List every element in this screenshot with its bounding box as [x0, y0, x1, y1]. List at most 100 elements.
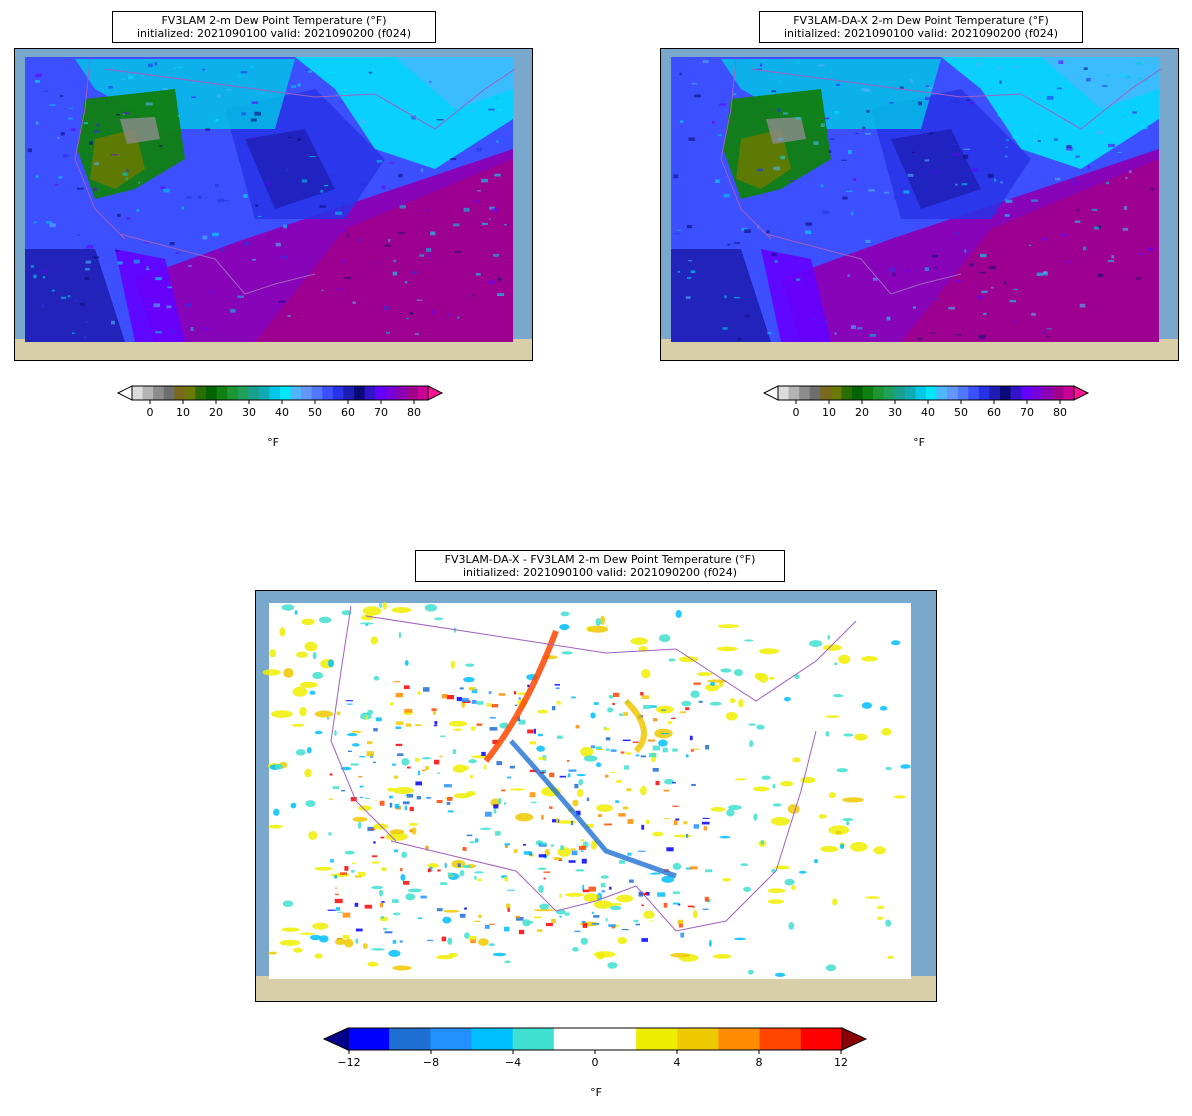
colorbar-segment — [989, 386, 1001, 400]
colorbar-tick-label: 40 — [921, 406, 935, 419]
colorbar-segment — [677, 1028, 719, 1050]
panel2-title-line1: FV3LAM-DA-X 2-m Dew Point Temperature (°… — [793, 14, 1049, 27]
colorbar-segment — [799, 386, 811, 400]
colorbar-segment — [258, 386, 270, 400]
colorbar-segment — [820, 386, 832, 400]
panel2-colorbar-unit: °F — [913, 436, 925, 449]
colorbar-segment — [915, 386, 927, 400]
colorbar-segment — [142, 386, 154, 400]
dewpoint-field — [671, 57, 1159, 342]
colorbar-segment — [841, 386, 853, 400]
map-borders — [330, 605, 857, 932]
dewpoint-map-fv3lam — [15, 49, 532, 360]
colorbar-segment — [301, 386, 313, 400]
colorbar-segment — [830, 386, 842, 400]
colorbar-tick-label: 70 — [374, 406, 388, 419]
colorbar-tick-label: 50 — [308, 406, 322, 419]
colorbar-segment — [809, 386, 821, 400]
colorbar-segment — [778, 386, 790, 400]
panel1-title: FV3LAM 2-m Dew Point Temperature (°F) in… — [112, 11, 436, 43]
colorbar-tick-label: 0 — [147, 406, 154, 419]
colorbar-segment — [332, 386, 344, 400]
colorbar-segment — [375, 386, 387, 400]
colorbar-tick-label: 12 — [834, 1056, 848, 1069]
colorbar-segment — [1021, 386, 1033, 400]
colorbar-segment — [195, 386, 207, 400]
panel3-colorbar-unit: °F — [590, 1086, 602, 1099]
colorbar-segment — [430, 1028, 472, 1050]
colorbar-segment — [947, 386, 959, 400]
colorbar-segment — [471, 1028, 514, 1050]
colorbar-segment — [406, 386, 418, 400]
colorbar-segment — [206, 386, 218, 400]
colorbar-segment — [248, 386, 260, 400]
colorbar-tick-label: 10 — [176, 406, 190, 419]
dewpoint-field — [25, 57, 513, 342]
colorbar-segment — [269, 386, 281, 400]
colorbar-tick-label: −4 — [505, 1056, 521, 1069]
panel3-colorbar: −12 −8 −4 0 4 8 12 — [322, 1026, 872, 1080]
colorbar-min-extend — [116, 385, 133, 401]
colorbar-tick-label: 30 — [888, 406, 902, 419]
colorbar-segment — [883, 386, 895, 400]
colorbar-tick-label: 50 — [954, 406, 968, 419]
colorbar-segment — [553, 1028, 596, 1050]
dewpoint-difference-map — [256, 591, 936, 1001]
colorbar-segment — [1042, 386, 1054, 400]
colorbar-tick-label: 0 — [793, 406, 800, 419]
colorbar-tick-label: 80 — [1053, 406, 1067, 419]
colorbar-segment — [873, 386, 885, 400]
panel2-map — [660, 48, 1179, 361]
panel3-title: FV3LAM-DA-X - FV3LAM 2-m Dew Point Tempe… — [415, 550, 785, 582]
colorbar-segment — [1000, 386, 1012, 400]
colorbar-tick-label: 0 — [592, 1056, 599, 1069]
colorbar-segment — [636, 1028, 678, 1050]
panel2-title: FV3LAM-DA-X 2-m Dew Point Temperature (°… — [759, 11, 1083, 43]
colorbar-segment — [978, 386, 990, 400]
panel3-map — [255, 590, 937, 1002]
colorbar-segment — [184, 386, 196, 400]
colorbar-segment — [512, 1028, 555, 1050]
panel2-title-line2: initialized: 2021090100 valid: 202109020… — [784, 27, 1058, 40]
colorbar-max-extend — [1073, 385, 1090, 401]
colorbar-tick-label: 40 — [275, 406, 289, 419]
colorbar-tick-label: 20 — [209, 406, 223, 419]
colorbar-tick-label: 30 — [242, 406, 256, 419]
colorbar-tick-label: 80 — [407, 406, 421, 419]
map-borders — [74, 58, 516, 295]
colorbar-tick-label: −8 — [423, 1056, 439, 1069]
colorbar-segment — [290, 386, 302, 400]
colorbar-segment — [163, 386, 175, 400]
colorbar-segment — [237, 386, 249, 400]
colorbar-max-extend — [427, 385, 444, 401]
colorbar-tick-label: 4 — [674, 1056, 681, 1069]
colorbar-segment — [1031, 386, 1043, 400]
colorbar-segment — [862, 386, 874, 400]
colorbar-segment — [968, 386, 980, 400]
panel1-map — [14, 48, 533, 361]
colorbar-segment — [936, 386, 948, 400]
colorbar-segment — [385, 386, 397, 400]
colorbar-segment — [595, 1028, 637, 1050]
panel1-colorbar: 0 10 20 30 40 50 60 70 80 — [116, 384, 444, 424]
colorbar-segment — [354, 386, 366, 400]
colorbar-segment — [1063, 386, 1075, 400]
panel2-colorbar: 0 10 20 30 40 50 60 70 80 — [762, 384, 1090, 424]
panel1-colorbar-unit: °F — [267, 436, 279, 449]
colorbar-segment — [322, 386, 334, 400]
colorbar-segment — [759, 1028, 802, 1050]
difference-field — [262, 601, 911, 979]
colorbar-segment — [348, 1028, 390, 1050]
colorbar-segment — [1052, 386, 1064, 400]
colorbar-segment — [904, 386, 916, 400]
colorbar-segment — [852, 386, 864, 400]
colorbar-segment — [957, 386, 969, 400]
panel3-title-line2: initialized: 2021090100 valid: 202109020… — [463, 566, 737, 579]
colorbar-tick-label: 60 — [341, 406, 355, 419]
colorbar-segment — [800, 1028, 843, 1050]
colorbar-segment — [174, 386, 186, 400]
colorbar-segment — [1010, 386, 1022, 400]
map-borders — [720, 58, 1162, 295]
colorbar-tick-label: 8 — [756, 1056, 763, 1069]
colorbar-min-extend — [762, 385, 779, 401]
